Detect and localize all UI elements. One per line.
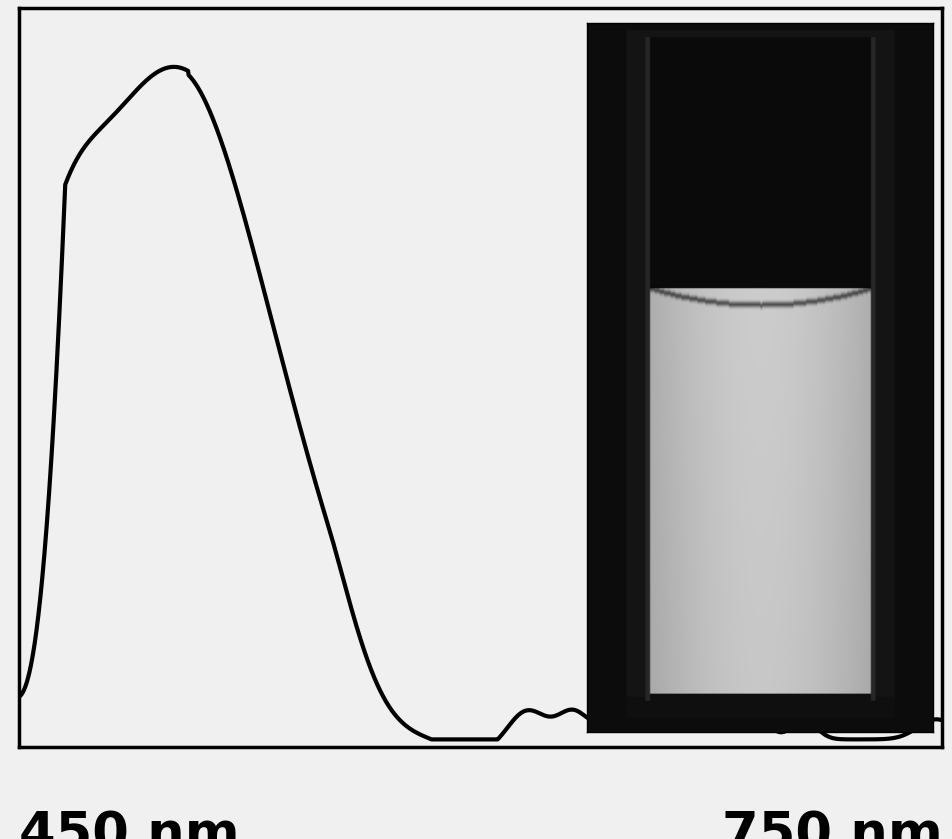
Text: 450 nm: 450 nm (19, 810, 240, 839)
Text: 750 nm: 750 nm (722, 810, 942, 839)
